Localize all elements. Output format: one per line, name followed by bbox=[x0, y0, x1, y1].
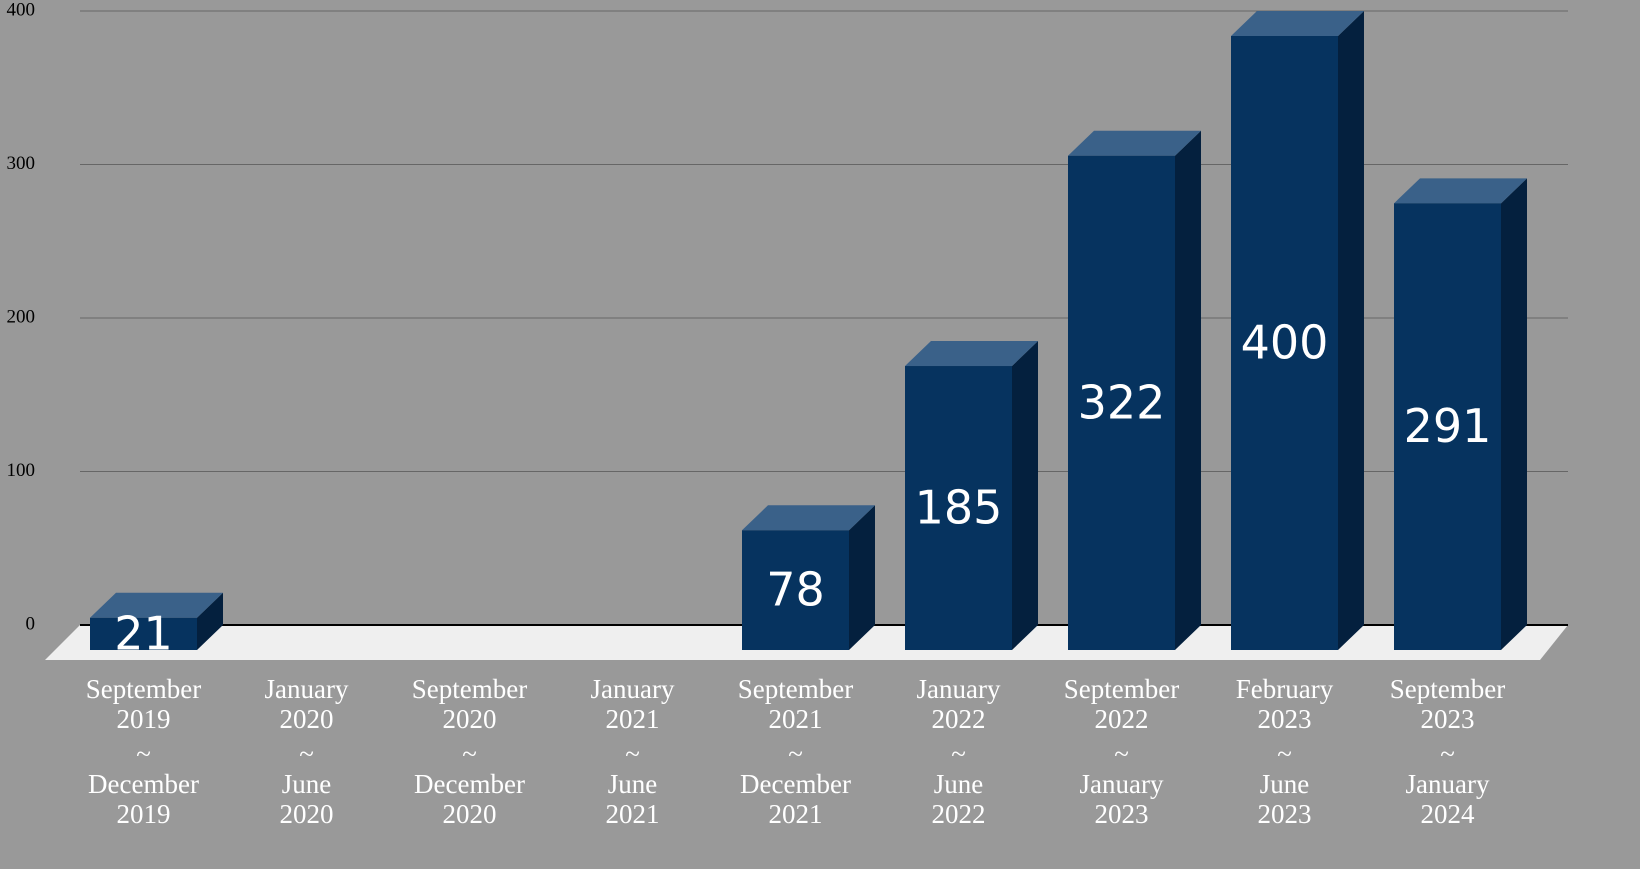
y-tick-label: 300 bbox=[7, 153, 36, 174]
x-tick-label: 2022 bbox=[1095, 704, 1149, 734]
x-tick-label: ~ bbox=[951, 739, 966, 769]
bar-side bbox=[1175, 130, 1201, 651]
x-tick-label: ~ bbox=[788, 739, 803, 769]
x-tick-label: 2019 bbox=[117, 704, 171, 734]
x-tick-label: 2020 bbox=[443, 704, 497, 734]
bar-top bbox=[90, 592, 223, 618]
x-tick-label: February bbox=[1236, 674, 1334, 704]
bar bbox=[742, 530, 849, 650]
x-tick-label: June bbox=[282, 769, 332, 799]
x-tick-label: ~ bbox=[462, 739, 477, 769]
x-tick-label: 2020 bbox=[280, 704, 334, 734]
x-tick-label: June bbox=[934, 769, 984, 799]
x-tick-label: ~ bbox=[299, 739, 314, 769]
bar-top bbox=[1394, 178, 1527, 204]
x-tick-label: 2022 bbox=[932, 704, 986, 734]
bar-side bbox=[1501, 178, 1527, 650]
x-tick-label: 2023 bbox=[1421, 704, 1475, 734]
bar-side bbox=[849, 505, 875, 650]
y-tick-label: 400 bbox=[7, 0, 36, 20]
x-tick-label: December bbox=[740, 769, 851, 799]
bar bbox=[1394, 203, 1501, 650]
bar-top bbox=[742, 505, 875, 531]
bar bbox=[1068, 155, 1175, 651]
value-label: 185 bbox=[915, 481, 1003, 535]
bar bbox=[90, 617, 197, 650]
bar-side bbox=[1338, 11, 1364, 650]
bar-top bbox=[1231, 11, 1364, 36]
y-tick-label: 0 bbox=[26, 613, 36, 634]
x-tick-label: 2024 bbox=[1421, 799, 1476, 829]
x-tick-label: 2022 bbox=[932, 799, 986, 829]
value-label: 291 bbox=[1404, 399, 1492, 453]
bar-side bbox=[197, 592, 223, 650]
x-tick-label: 2023 bbox=[1258, 704, 1312, 734]
x-tick-label: 2021 bbox=[769, 704, 823, 734]
bar bbox=[905, 366, 1012, 650]
x-tick-label: 2021 bbox=[769, 799, 823, 829]
x-tick-label: ~ bbox=[1277, 739, 1292, 769]
value-label: 21 bbox=[114, 606, 173, 660]
x-tick-label: 2020 bbox=[280, 799, 334, 829]
x-tick-label: 2021 bbox=[606, 704, 660, 734]
x-tick-label: January bbox=[591, 674, 675, 704]
x-tick-label: January bbox=[1406, 769, 1490, 799]
x-tick-label: September bbox=[86, 674, 201, 704]
x-tick-label: December bbox=[414, 769, 525, 799]
x-tick-label: 2019 bbox=[117, 799, 171, 829]
x-tick-label: December bbox=[88, 769, 199, 799]
x-tick-label: January bbox=[1080, 769, 1164, 799]
x-tick-label: June bbox=[608, 769, 658, 799]
bar-top bbox=[905, 341, 1038, 367]
x-tick-label: ~ bbox=[625, 739, 640, 769]
x-tick-label: ~ bbox=[1114, 739, 1129, 769]
x-tick-label: ~ bbox=[136, 739, 151, 769]
x-tick-label: June bbox=[1260, 769, 1310, 799]
y-tick-label: 100 bbox=[7, 460, 36, 481]
value-label: 400 bbox=[1241, 316, 1329, 370]
x-tick-label: 2020 bbox=[443, 799, 497, 829]
x-tick-label: 2021 bbox=[606, 799, 660, 829]
bar-top bbox=[1068, 130, 1201, 156]
bar bbox=[1231, 36, 1338, 650]
x-tick-label: September bbox=[1064, 674, 1179, 704]
y-tick-label: 200 bbox=[7, 306, 36, 327]
value-label: 322 bbox=[1078, 375, 1166, 429]
x-tick-label: September bbox=[412, 674, 527, 704]
x-tick-label: January bbox=[265, 674, 349, 704]
x-tick-label: 2023 bbox=[1095, 799, 1149, 829]
x-tick-label: January bbox=[917, 674, 1001, 704]
x-tick-label: September bbox=[738, 674, 853, 704]
x-tick-label: ~ bbox=[1440, 739, 1455, 769]
x-tick-label: 2023 bbox=[1258, 799, 1312, 829]
bar-side bbox=[1012, 341, 1038, 650]
x-tick-label: September bbox=[1390, 674, 1505, 704]
value-label: 78 bbox=[766, 563, 825, 617]
